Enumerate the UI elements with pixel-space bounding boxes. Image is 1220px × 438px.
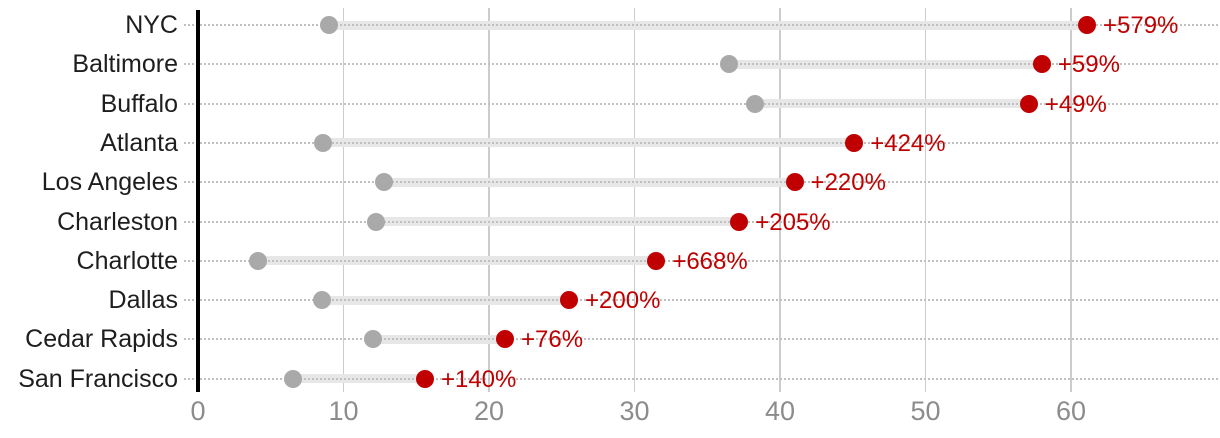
gridline-x-20	[488, 8, 490, 392]
gridline-x-40	[779, 8, 781, 392]
x-tick-label-10: 10	[328, 396, 359, 426]
start-dot	[312, 291, 331, 310]
category-label-charleston: Charleston	[57, 207, 178, 236]
category-label-baltimore: Baltimore	[72, 50, 178, 79]
percent-change-label: +205%	[755, 208, 831, 236]
end-dot	[415, 369, 434, 388]
end-dot	[496, 330, 514, 349]
category-label-charlotte: Charlotte	[76, 246, 178, 275]
start-dot	[248, 251, 267, 270]
row-leader-line	[184, 63, 1218, 66]
row-leader-line	[184, 220, 1218, 223]
category-label-cedar-rapids: Cedar Rapids	[25, 325, 178, 354]
category-label-buffalo: Buffalo	[100, 89, 178, 118]
row-leader-line	[184, 338, 1218, 341]
x-tick-label-60: 60	[1055, 396, 1087, 426]
gridline-x-60	[1070, 8, 1072, 392]
start-dot	[746, 94, 765, 113]
category-label-dallas: Dallas	[108, 286, 178, 315]
row-leader-line	[184, 141, 1218, 144]
row-leader-line	[184, 181, 1218, 184]
end-dot	[730, 212, 749, 231]
start-dot	[366, 212, 385, 231]
row-leader-line	[184, 299, 1218, 302]
x-tick-label-50: 50	[910, 396, 941, 426]
x-tick-label-0: 0	[190, 396, 206, 426]
start-dot	[283, 369, 302, 388]
x-tick-label-40: 40	[764, 396, 796, 426]
percent-change-label: +49%	[1044, 90, 1107, 118]
percent-change-label: +668%	[672, 247, 748, 275]
start-dot	[319, 16, 338, 35]
percent-change-label: +220%	[810, 169, 886, 197]
percent-change-label: +200%	[585, 287, 661, 315]
x-tick-label-20: 20	[473, 396, 505, 426]
y-axis-line	[196, 10, 200, 392]
row-leader-line	[184, 24, 1218, 27]
end-dot	[845, 133, 864, 152]
start-dot	[363, 330, 382, 349]
percent-change-label: +59%	[1057, 51, 1120, 79]
gridline-x-50	[924, 8, 927, 392]
category-label-los-angeles: Los Angeles	[41, 168, 178, 197]
gridline-x-30	[633, 8, 636, 392]
start-dot	[720, 55, 739, 74]
row-leader-line	[184, 259, 1218, 262]
category-label-atlanta: Atlanta	[100, 128, 178, 157]
row-leader-line	[184, 102, 1218, 105]
category-label-san-francisco: San Francisco	[18, 364, 178, 393]
percent-change-label: +76%	[521, 326, 584, 354]
end-dot	[1078, 16, 1096, 35]
percent-change-label: +140%	[440, 365, 517, 393]
end-dot	[1019, 94, 1038, 113]
row-leader-line	[184, 377, 1218, 380]
category-label-nyc: NYC	[125, 11, 178, 40]
percent-change-label: +424%	[870, 129, 946, 157]
start-dot	[314, 133, 333, 152]
end-dot	[1032, 55, 1051, 74]
end-dot	[560, 291, 579, 310]
gridline-x-10	[342, 8, 345, 392]
end-dot	[647, 251, 666, 270]
x-tick-label-30: 30	[619, 396, 650, 426]
percent-change-label: +579%	[1103, 12, 1179, 40]
start-dot	[375, 173, 394, 192]
end-dot	[785, 173, 804, 192]
